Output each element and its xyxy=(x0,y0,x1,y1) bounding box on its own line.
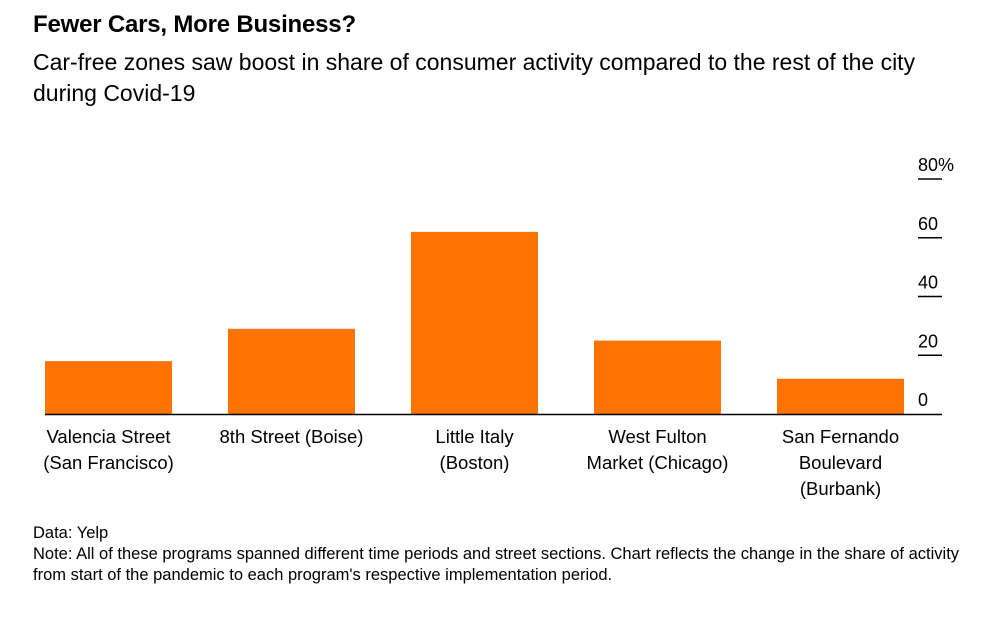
x-tick-label-2: Little Italy (Boston) xyxy=(435,426,514,473)
x-tick-label-line: (Burbank) xyxy=(800,478,881,499)
x-tick-label-line: (San Francisco) xyxy=(43,452,174,473)
y-tick-label-2: 40 xyxy=(918,273,938,293)
x-tick-label-line: Little Italy xyxy=(435,426,514,447)
x-tick-label-1: 8th Street (Boise) xyxy=(220,426,364,447)
x-tick-label-line: San Fernando xyxy=(782,426,899,447)
chart-title: Fewer Cars, More Business? xyxy=(33,11,356,38)
bar-0 xyxy=(45,361,172,414)
x-tick-label-line: Market (Chicago) xyxy=(587,452,729,473)
y-tick-label-0: 0 xyxy=(918,390,928,410)
y-tick-label-1: 20 xyxy=(918,331,938,351)
y-tick-label-3: 60 xyxy=(918,214,938,234)
x-tick-label-0: Valencia Street (San Francisco) xyxy=(43,426,174,473)
bar-3 xyxy=(594,340,721,414)
chart-subtitle: Car-free zones saw boost in share of con… xyxy=(33,49,916,106)
x-tick-label-3: West Fulton Market (Chicago) xyxy=(587,426,729,473)
bar-4 xyxy=(777,378,904,414)
chart-notes: Data: Yelp Note: All of these programs s… xyxy=(33,523,973,586)
bar-chart: 0 20 40 60 80% Valencia Street (San Francisco)… xyxy=(43,155,954,499)
bar-1 xyxy=(228,328,355,414)
bar-2 xyxy=(411,231,538,414)
source-note: Data: Yelp xyxy=(33,524,109,542)
footnote: Note: All of these programs spanned diff… xyxy=(33,545,960,584)
x-tick-label-line: Valencia Street xyxy=(46,426,170,447)
x-tick-label-4: San Fernando Boulevard (Burbank) xyxy=(782,426,899,499)
y-tick-label-4: 80% xyxy=(918,155,954,175)
x-tick-label-line: West Fulton xyxy=(608,426,706,447)
x-tick-label-line: Boulevard xyxy=(799,452,882,473)
x-tick-label-line: (Boston) xyxy=(440,452,510,473)
x-tick-label-line: 8th Street (Boise) xyxy=(220,426,364,447)
